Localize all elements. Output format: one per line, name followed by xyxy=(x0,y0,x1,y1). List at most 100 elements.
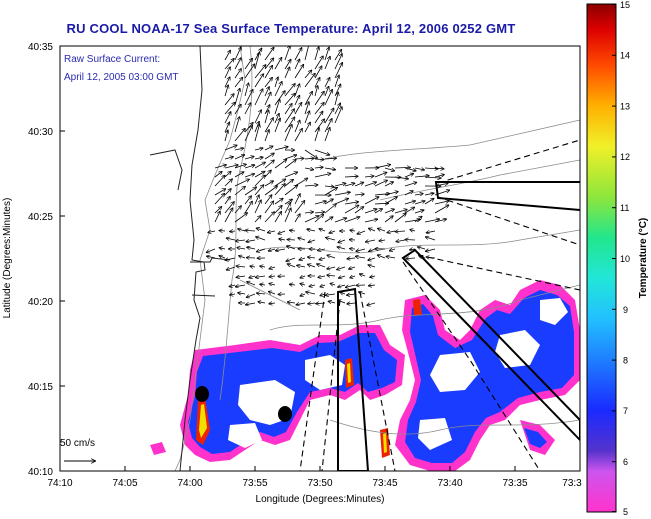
current-vector xyxy=(318,249,326,251)
current-vector xyxy=(386,256,396,258)
current-vector xyxy=(286,257,296,261)
current-vector xyxy=(256,237,266,241)
current-vector xyxy=(264,153,274,160)
current-vector xyxy=(245,230,256,231)
current-vector xyxy=(344,183,355,187)
y-tick-label: 40:25 xyxy=(28,212,53,223)
current-vector xyxy=(244,196,251,205)
y-tick-label: 40:35 xyxy=(28,42,53,53)
current-vector xyxy=(214,207,222,214)
current-vector xyxy=(254,185,264,196)
current-vector xyxy=(350,230,356,231)
current-vector xyxy=(234,155,245,160)
current-vector xyxy=(314,149,330,155)
current-vector xyxy=(224,94,234,106)
current-vector xyxy=(354,182,364,187)
current-vector xyxy=(224,85,228,97)
current-vector xyxy=(394,214,406,223)
current-vector xyxy=(244,103,251,115)
current-vector xyxy=(224,103,235,115)
current-vector xyxy=(237,248,246,249)
current-vector xyxy=(424,177,441,178)
colorbar-tick-label: 9 xyxy=(623,305,628,315)
current-vector xyxy=(236,285,246,287)
current-vector xyxy=(396,240,406,242)
current-vector xyxy=(257,293,266,294)
current-vector xyxy=(308,240,316,242)
current-vector xyxy=(274,212,281,223)
current-vector xyxy=(264,48,274,61)
current-vector xyxy=(337,247,346,249)
current-vector xyxy=(334,183,346,187)
current-vector xyxy=(324,158,336,159)
current-vector xyxy=(337,266,346,270)
current-vector xyxy=(260,266,266,267)
current-vector xyxy=(424,199,434,205)
current-vector xyxy=(284,67,290,79)
current-vector xyxy=(314,159,324,160)
current-vector xyxy=(206,248,216,253)
scale-label: 50 cm/s xyxy=(60,438,95,449)
current-vector xyxy=(304,212,313,213)
current-vector xyxy=(234,58,241,70)
current-vector xyxy=(269,303,276,304)
current-vector xyxy=(284,60,291,70)
current-vector xyxy=(334,192,350,196)
current-vector xyxy=(324,186,334,187)
current-vector xyxy=(418,247,426,249)
current-vector xyxy=(324,87,329,97)
current-vector xyxy=(347,303,356,304)
current-vector xyxy=(288,302,296,303)
current-vector xyxy=(414,216,422,223)
current-vector xyxy=(274,58,282,70)
current-vector xyxy=(338,285,346,287)
current-vector xyxy=(284,109,294,124)
current-vector xyxy=(367,303,376,305)
current-vector xyxy=(294,65,304,79)
current-vector xyxy=(308,257,316,258)
current-vector xyxy=(224,157,233,159)
current-vector xyxy=(246,303,256,305)
current-vector xyxy=(384,192,398,196)
current-vector xyxy=(264,186,277,196)
current-vector xyxy=(224,50,230,61)
current-vector xyxy=(349,267,356,269)
colorbar-tick-label: 10 xyxy=(620,254,630,264)
current-vector xyxy=(279,239,286,240)
current-vector xyxy=(224,189,231,196)
current-vector xyxy=(314,92,324,106)
current-vector xyxy=(304,122,310,133)
current-vector xyxy=(410,249,416,250)
current-vector xyxy=(369,228,376,231)
current-vector xyxy=(327,255,336,259)
current-vector xyxy=(268,231,276,233)
current-vector xyxy=(234,78,243,88)
current-vector xyxy=(390,249,396,251)
colorbar-ticks: 15 14 13 12 11 10 9 8 7 6 5 xyxy=(620,0,630,517)
current-vector xyxy=(340,292,346,294)
current-vector xyxy=(226,238,236,240)
current-vector xyxy=(354,207,364,214)
current-vector xyxy=(314,47,319,61)
current-vector xyxy=(287,264,296,268)
y-tick-label: 40:20 xyxy=(28,297,53,308)
current-vector xyxy=(269,276,276,277)
current-vector xyxy=(304,216,319,223)
current-vector xyxy=(224,208,233,223)
current-vector xyxy=(284,155,297,160)
current-vector xyxy=(296,303,306,305)
current-vector xyxy=(368,258,376,260)
current-vector xyxy=(314,128,319,142)
current-vector xyxy=(414,210,424,214)
current-vector xyxy=(287,246,296,250)
current-vector xyxy=(368,265,376,267)
current-vector xyxy=(208,231,216,233)
current-vector xyxy=(274,114,279,124)
current-vector xyxy=(346,284,356,287)
current-vector xyxy=(364,176,374,177)
current-vector xyxy=(219,231,226,232)
map-title: RU COOL NOAA-17 Sea Surface Temperature:… xyxy=(66,21,516,36)
current-vector xyxy=(364,197,379,205)
current-vector xyxy=(410,230,416,231)
y-tick-label: 40:10 xyxy=(28,467,53,478)
